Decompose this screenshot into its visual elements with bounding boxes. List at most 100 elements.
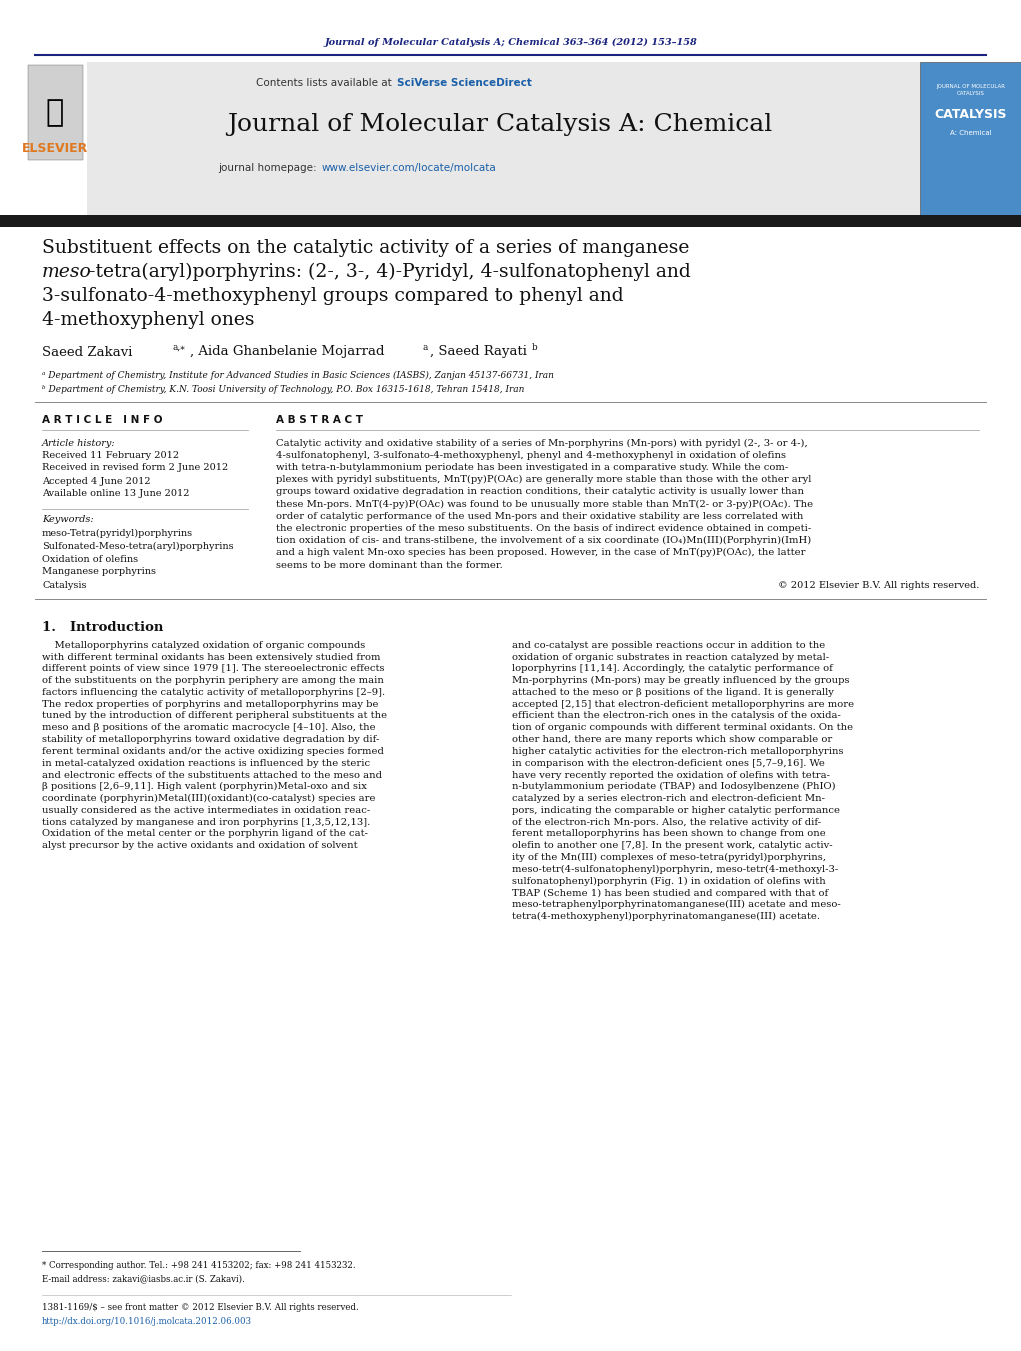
- Text: with different terminal oxidants has been extensively studied from: with different terminal oxidants has bee…: [42, 653, 381, 662]
- Text: stability of metalloporphyrins toward oxidative degradation by dif-: stability of metalloporphyrins toward ox…: [42, 735, 380, 744]
- Text: JOURNAL OF MOLECULAR
CATALYSIS: JOURNAL OF MOLECULAR CATALYSIS: [936, 84, 1006, 96]
- Text: groups toward oxidative degradation in reaction conditions, their catalytic acti: groups toward oxidative degradation in r…: [276, 488, 804, 496]
- Text: meso-tetr(4-sulfonatophenyl)porphyrin, meso-tetr(4-methoxyl-3-: meso-tetr(4-sulfonatophenyl)porphyrin, m…: [512, 865, 838, 874]
- Text: 🌲: 🌲: [46, 99, 64, 127]
- Text: ELSEVIER: ELSEVIER: [21, 142, 88, 154]
- Text: * Corresponding author. Tel.: +98 241 4153202; fax: +98 241 4153232.: * Corresponding author. Tel.: +98 241 41…: [42, 1260, 355, 1270]
- Text: and electronic effects of the substituents attached to the meso and: and electronic effects of the substituen…: [42, 770, 382, 780]
- Text: ᵃ Department of Chemistry, Institute for Advanced Studies in Basic Sciences (IAS: ᵃ Department of Chemistry, Institute for…: [42, 370, 553, 380]
- Text: Journal of Molecular Catalysis A; Chemical 363–364 (2012) 153–158: Journal of Molecular Catalysis A; Chemic…: [324, 38, 697, 46]
- Text: different points of view since 1979 [1]. The stereoelectronic effects: different points of view since 1979 [1].…: [42, 665, 385, 673]
- Text: β positions [2,6–9,11]. High valent (porphyrin)Metal-oxo and six: β positions [2,6–9,11]. High valent (por…: [42, 782, 367, 792]
- Text: with tetra-n-butylammonium periodate has been investigated in a comparative stud: with tetra-n-butylammonium periodate has…: [276, 463, 788, 471]
- Text: accepted [2,15] that electron-deficient metalloporphyrins are more: accepted [2,15] that electron-deficient …: [512, 700, 855, 709]
- Text: A R T I C L E   I N F O: A R T I C L E I N F O: [42, 415, 162, 426]
- Text: have very recently reported the oxidation of olefins with tetra-: have very recently reported the oxidatio…: [512, 770, 830, 780]
- Text: olefin to another one [7,8]. In the present work, catalytic activ-: olefin to another one [7,8]. In the pres…: [512, 842, 832, 850]
- Text: Mn-porphyrins (Mn-pors) may be greatly influenced by the groups: Mn-porphyrins (Mn-pors) may be greatly i…: [512, 676, 849, 685]
- Text: , Saeed Rayati: , Saeed Rayati: [430, 346, 527, 358]
- Text: TBAP (Scheme 1) has been studied and compared with that of: TBAP (Scheme 1) has been studied and com…: [512, 889, 828, 897]
- Text: higher catalytic activities for the electron-rich metalloporphyrins: higher catalytic activities for the elec…: [512, 747, 843, 757]
- Text: meso and β positions of the aromatic macrocycle [4–10]. Also, the: meso and β positions of the aromatic mac…: [42, 723, 376, 732]
- Text: 4-methoxyphenyl ones: 4-methoxyphenyl ones: [42, 311, 254, 330]
- Text: Saeed Zakavi: Saeed Zakavi: [42, 346, 133, 358]
- Text: , Aida Ghanbelanie Mojarrad: , Aida Ghanbelanie Mojarrad: [190, 346, 385, 358]
- Text: Accepted 4 June 2012: Accepted 4 June 2012: [42, 477, 151, 485]
- Text: Substituent effects on the catalytic activity of a series of manganese: Substituent effects on the catalytic act…: [42, 239, 689, 257]
- Bar: [28, 65, 83, 159]
- Text: sulfonatophenyl)porphyrin (Fig. 1) in oxidation of olefins with: sulfonatophenyl)porphyrin (Fig. 1) in ox…: [512, 877, 826, 886]
- Text: Sulfonated-Meso-tetra(aryl)porphyrins: Sulfonated-Meso-tetra(aryl)porphyrins: [42, 542, 234, 551]
- Text: E-mail address: zakavi@iasbs.ac.ir (S. Zakavi).: E-mail address: zakavi@iasbs.ac.ir (S. Z…: [42, 1274, 245, 1283]
- Text: 4-sulfonatophenyl, 3-sulfonato-4-methoxyphenyl, phenyl and 4-methoxyphenyl in ox: 4-sulfonatophenyl, 3-sulfonato-4-methoxy…: [276, 451, 786, 459]
- Text: Metalloporphyrins catalyzed oxidation of organic compounds: Metalloporphyrins catalyzed oxidation of…: [42, 640, 366, 650]
- Text: meso-tetraphenylporphyrinatomanganese(III) acetate and meso-: meso-tetraphenylporphyrinatomanganese(II…: [512, 900, 840, 909]
- Text: 3-sulfonato-4-methoxyphenyl groups compared to phenyl and: 3-sulfonato-4-methoxyphenyl groups compa…: [42, 286, 624, 305]
- Text: Contents lists available at: Contents lists available at: [256, 78, 395, 88]
- Text: of the substituents on the porphyrin periphery are among the main: of the substituents on the porphyrin per…: [42, 676, 384, 685]
- Text: n-butylammonium periodate (TBAP) and Iodosylbenzene (PhIO): n-butylammonium periodate (TBAP) and Iod…: [512, 782, 835, 792]
- Text: meso-Tetra(pyridyl)porphyrins: meso-Tetra(pyridyl)porphyrins: [42, 528, 193, 538]
- Text: © 2012 Elsevier B.V. All rights reserved.: © 2012 Elsevier B.V. All rights reserved…: [778, 581, 979, 589]
- Text: pors, indicating the comparable or higher catalytic performance: pors, indicating the comparable or highe…: [512, 807, 840, 815]
- Text: oxidation of organic substrates in reaction catalyzed by metal-: oxidation of organic substrates in react…: [512, 653, 829, 662]
- Text: CATALYSIS: CATALYSIS: [935, 108, 1008, 122]
- Text: ᵇ Department of Chemistry, K.N. Toosi University of Technology, P.O. Box 16315-1: ᵇ Department of Chemistry, K.N. Toosi Un…: [42, 385, 525, 394]
- Text: tetra(4-methoxyphenyl)porphyrinatomanganese(III) acetate.: tetra(4-methoxyphenyl)porphyrinatomangan…: [512, 912, 820, 921]
- Text: www.elsevier.com/locate/molcata: www.elsevier.com/locate/molcata: [322, 163, 497, 173]
- Text: Manganese porphyrins: Manganese porphyrins: [42, 567, 156, 577]
- Text: Article history:: Article history:: [42, 439, 115, 447]
- Text: A B S T R A C T: A B S T R A C T: [276, 415, 363, 426]
- Text: factors influencing the catalytic activity of metalloporphyrins [2–9].: factors influencing the catalytic activi…: [42, 688, 385, 697]
- Text: in metal-catalyzed oxidation reactions is influenced by the steric: in metal-catalyzed oxidation reactions i…: [42, 759, 371, 767]
- Text: A: Chemical: A: Chemical: [951, 130, 991, 136]
- Text: loporphyrins [11,14]. Accordingly, the catalytic performance of: loporphyrins [11,14]. Accordingly, the c…: [512, 665, 833, 673]
- Text: ity of the Mn(III) complexes of meso-tetra(pyridyl)porphyrins,: ity of the Mn(III) complexes of meso-tet…: [512, 852, 826, 862]
- Text: 1381-1169/$ – see front matter © 2012 Elsevier B.V. All rights reserved.: 1381-1169/$ – see front matter © 2012 El…: [42, 1304, 358, 1313]
- Text: coordinate (porphyrin)Metal(III)(oxidant)(co-catalyst) species are: coordinate (porphyrin)Metal(III)(oxidant…: [42, 794, 376, 802]
- Text: meso: meso: [42, 263, 92, 281]
- Text: tions catalyzed by manganese and iron porphyrins [1,3,5,12,13].: tions catalyzed by manganese and iron po…: [42, 817, 371, 827]
- Text: The redox properties of porphyrins and metalloporphyrins may be: The redox properties of porphyrins and m…: [42, 700, 379, 709]
- Bar: [87, 62, 920, 215]
- Text: Catalytic activity and oxidative stability of a series of Mn-porphyrins (Mn-pors: Catalytic activity and oxidative stabili…: [276, 439, 808, 447]
- Text: order of catalytic performance of the used Mn-pors and their oxidative stability: order of catalytic performance of the us…: [276, 512, 804, 520]
- Text: these Mn-pors. MnT(4-py)P(OAc) was found to be unusually more stable than MnT(2-: these Mn-pors. MnT(4-py)P(OAc) was found…: [276, 500, 813, 508]
- Text: a,⁎: a,⁎: [172, 343, 185, 351]
- Text: other hand, there are many reports which show comparable or: other hand, there are many reports which…: [512, 735, 832, 744]
- Text: SciVerse ScienceDirect: SciVerse ScienceDirect: [397, 78, 532, 88]
- Text: of the electron-rich Mn-pors. Also, the relative activity of dif-: of the electron-rich Mn-pors. Also, the …: [512, 817, 821, 827]
- Text: efficient than the electron-rich ones in the catalysis of the oxida-: efficient than the electron-rich ones in…: [512, 712, 841, 720]
- Text: usually considered as the active intermediates in oxidation reac-: usually considered as the active interme…: [42, 807, 371, 815]
- Text: tion oxidation of cis- and trans-stilbene, the involvement of a six coordinate (: tion oxidation of cis- and trans-stilben…: [276, 536, 812, 546]
- Text: Available online 13 June 2012: Available online 13 June 2012: [42, 489, 190, 499]
- Text: tion of organic compounds with different terminal oxidants. On the: tion of organic compounds with different…: [512, 723, 854, 732]
- Text: plexes with pyridyl substituents, MnT(py)P(OAc) are generally more stable than t: plexes with pyridyl substituents, MnT(py…: [276, 476, 812, 484]
- Text: Journal of Molecular Catalysis A: Chemical: Journal of Molecular Catalysis A: Chemic…: [228, 113, 773, 136]
- Text: and a high valent Mn-oxo species has been proposed. However, in the case of MnT(: and a high valent Mn-oxo species has bee…: [276, 549, 806, 558]
- Text: and co-catalyst are possible reactions occur in addition to the: and co-catalyst are possible reactions o…: [512, 640, 825, 650]
- Bar: [0, 215, 1021, 227]
- Text: Oxidation of olefins: Oxidation of olefins: [42, 554, 138, 563]
- Text: seems to be more dominant than the former.: seems to be more dominant than the forme…: [276, 561, 502, 570]
- Text: http://dx.doi.org/10.1016/j.molcata.2012.06.003: http://dx.doi.org/10.1016/j.molcata.2012…: [42, 1316, 252, 1325]
- Text: in comparison with the electron-deficient ones [5,7–9,16]. We: in comparison with the electron-deficien…: [512, 759, 825, 767]
- Text: Received in revised form 2 June 2012: Received in revised form 2 June 2012: [42, 463, 229, 473]
- Text: Keywords:: Keywords:: [42, 516, 94, 524]
- Text: catalyzed by a series electron-rich and electron-deficient Mn-: catalyzed by a series electron-rich and …: [512, 794, 825, 802]
- Text: -tetra(aryl)porphyrins: (2-, 3-, 4)-Pyridyl, 4-sulfonatophenyl and: -tetra(aryl)porphyrins: (2-, 3-, 4)-Pyri…: [89, 263, 691, 281]
- Text: a: a: [422, 343, 428, 351]
- Bar: [920, 62, 1021, 215]
- Text: tuned by the introduction of different peripheral substituents at the: tuned by the introduction of different p…: [42, 712, 387, 720]
- Text: journal homepage:: journal homepage:: [218, 163, 320, 173]
- Text: alyst precursor by the active oxidants and oxidation of solvent: alyst precursor by the active oxidants a…: [42, 842, 357, 850]
- Text: Received 11 February 2012: Received 11 February 2012: [42, 450, 179, 459]
- Text: 1.   Introduction: 1. Introduction: [42, 620, 163, 634]
- Text: Oxidation of the metal center or the porphyrin ligand of the cat-: Oxidation of the metal center or the por…: [42, 830, 368, 839]
- Text: ferent terminal oxidants and/or the active oxidizing species formed: ferent terminal oxidants and/or the acti…: [42, 747, 384, 757]
- Text: the electronic properties of the meso substituents. On the basis of indirect evi: the electronic properties of the meso su…: [276, 524, 812, 532]
- Text: Catalysis: Catalysis: [42, 581, 87, 589]
- Text: b: b: [532, 343, 538, 351]
- Text: ferent metalloporphyrins has been shown to change from one: ferent metalloporphyrins has been shown …: [512, 830, 826, 839]
- Text: attached to the meso or β positions of the ligand. It is generally: attached to the meso or β positions of t…: [512, 688, 834, 697]
